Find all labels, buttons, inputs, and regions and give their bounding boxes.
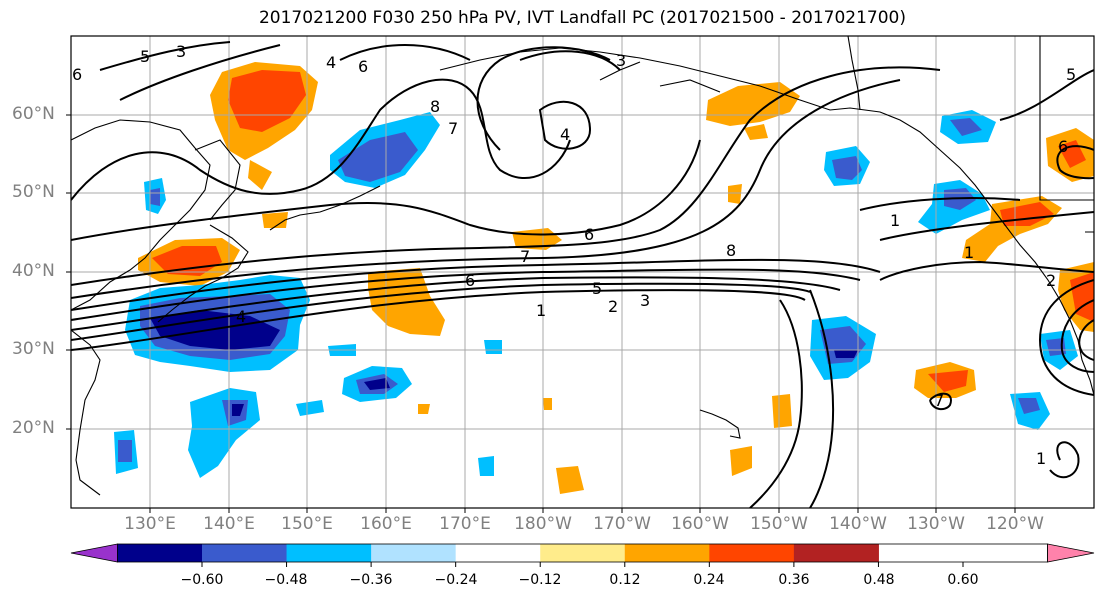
contour-label: 5 bbox=[592, 279, 602, 298]
colorbar-segment bbox=[624, 544, 710, 562]
contour-label: 1 bbox=[964, 243, 974, 262]
map-title: 2017021200 F030 250 hPa PV, IVT Landfall… bbox=[258, 8, 906, 28]
contour-label: 8 bbox=[726, 241, 736, 260]
lon-label: 140°E bbox=[203, 514, 255, 534]
colorbar-tick-label: −0.24 bbox=[434, 572, 478, 588]
colorbar-tick-label: 0.48 bbox=[863, 572, 895, 588]
colorbar-tick-label: −0.36 bbox=[349, 572, 393, 588]
contour-label: 1 bbox=[536, 301, 546, 320]
colorbar-tick-label: 0.24 bbox=[693, 572, 725, 588]
lon-label: 160°E bbox=[360, 514, 412, 534]
lat-label: 60°N bbox=[12, 104, 55, 124]
contour-label: 6 bbox=[358, 57, 368, 76]
contour-label: 5 bbox=[140, 47, 150, 66]
lat-label: 40°N bbox=[12, 261, 55, 281]
colorbar-segment bbox=[286, 544, 372, 562]
contour-label: 7 bbox=[448, 119, 458, 138]
colorbar-tick-label: −0.48 bbox=[264, 572, 308, 588]
colorbar-segment bbox=[117, 544, 203, 562]
lon-label: 130°E bbox=[124, 514, 176, 534]
contour-label: 8 bbox=[430, 97, 440, 116]
lon-label: 120°W bbox=[986, 514, 1044, 534]
gridlines bbox=[71, 36, 1094, 508]
colorbar-segment bbox=[709, 544, 795, 562]
lat-label: 30°N bbox=[12, 339, 55, 359]
contour-label: 7 bbox=[520, 247, 530, 266]
colorbar-tick-label: −0.12 bbox=[518, 572, 562, 588]
lon-label: 160°W bbox=[671, 514, 729, 534]
lat-label: 50°N bbox=[12, 182, 55, 202]
contour-label: 4 bbox=[326, 53, 336, 72]
colorbar-extend-low bbox=[70, 543, 118, 563]
contour-label: 6 bbox=[584, 225, 594, 244]
lon-label: 140°W bbox=[829, 514, 887, 534]
pv-contours bbox=[71, 41, 1094, 508]
colorbar-segment bbox=[202, 544, 288, 562]
lon-label: 170°E bbox=[439, 514, 491, 534]
colorbar-tick-label: −0.60 bbox=[180, 572, 224, 588]
colorbar-extend-high bbox=[1047, 543, 1095, 563]
contour-label: 2 bbox=[1046, 271, 1056, 290]
map-area bbox=[71, 36, 1094, 508]
contour-label: 3 bbox=[616, 51, 626, 70]
colorbar-tick-label: 0.36 bbox=[778, 572, 810, 588]
colorbar-tick-label: 0.60 bbox=[947, 572, 979, 588]
contour-label: 3 bbox=[176, 42, 186, 61]
coastlines bbox=[71, 36, 1094, 496]
colorbar-segment bbox=[455, 544, 541, 562]
contour-label: 2 bbox=[608, 297, 618, 316]
contour-label: 1 bbox=[1036, 449, 1046, 468]
contour-label: 1 bbox=[890, 211, 900, 230]
lat-label: 20°N bbox=[12, 418, 55, 438]
lon-label: 150°E bbox=[281, 514, 333, 534]
colorbar-tick-label: 0.12 bbox=[609, 572, 641, 588]
contour-label: 7 bbox=[934, 391, 944, 410]
contour-label: 5 bbox=[1066, 65, 1076, 84]
contour-label: 6 bbox=[465, 271, 475, 290]
colorbar-segment bbox=[540, 544, 626, 562]
contour-label: 4 bbox=[560, 125, 570, 144]
lon-label: 170°W bbox=[593, 514, 651, 534]
contour-label: 6 bbox=[72, 65, 82, 84]
lon-label: 180°W bbox=[514, 514, 572, 534]
contour-labels: 5 3 4 6 8 7 3 4 6 8 7 6 1 5 2 3 1 1 2 6 … bbox=[72, 42, 1076, 468]
axis-ticks bbox=[66, 114, 1016, 513]
colorbar-segment bbox=[793, 544, 879, 562]
lon-label: 150°W bbox=[750, 514, 808, 534]
contour-label: 3 bbox=[640, 291, 650, 310]
contour-label: 4 bbox=[236, 307, 246, 326]
colorbar-segment bbox=[371, 544, 457, 562]
colorbar bbox=[70, 543, 1095, 567]
colorbar-frame bbox=[117, 543, 1048, 563]
lon-label: 130°W bbox=[907, 514, 965, 534]
contour-label: 6 bbox=[1058, 137, 1068, 156]
negative-anomaly-shading bbox=[114, 110, 1078, 478]
